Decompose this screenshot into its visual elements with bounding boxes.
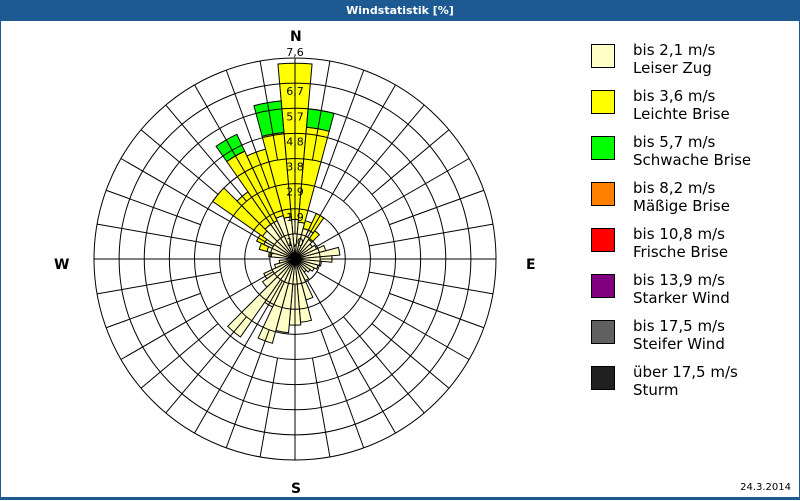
ring-labels: 1,0 1,9 2,9 3,8 4,8 5,7 6,7 7,6 xyxy=(286,46,304,249)
ring-label: 5,7 xyxy=(286,110,304,123)
grid-spoke xyxy=(105,292,201,329)
legend-swatch xyxy=(591,182,615,206)
grid-spoke xyxy=(225,69,270,189)
legend-range: bis 17,5 m/s xyxy=(633,317,725,335)
legend-swatch xyxy=(591,90,615,114)
grid-spoke xyxy=(225,329,270,449)
wind-sector xyxy=(273,258,296,269)
legend-label: Sturm xyxy=(633,381,679,399)
grid-spoke xyxy=(307,280,396,434)
compass-north: N xyxy=(290,29,302,45)
grid-spoke xyxy=(343,316,425,414)
ring-label: 2,9 xyxy=(286,186,304,199)
grid-spoke xyxy=(369,271,494,295)
legend-range: bis 10,8 m/s xyxy=(633,225,725,243)
legend-swatch xyxy=(591,274,615,298)
legend-label: Starker Wind xyxy=(633,289,730,307)
legend-label: Steifer Wind xyxy=(633,335,725,353)
grid-spoke xyxy=(96,223,221,247)
grid-spoke xyxy=(369,223,494,247)
grid-spoke xyxy=(140,323,219,389)
grid-spoke xyxy=(165,316,247,414)
grid-spoke xyxy=(120,271,274,360)
grid-spoke xyxy=(371,129,450,195)
grid-spoke xyxy=(140,129,219,195)
compass-east: E xyxy=(526,257,536,273)
grid-spoke xyxy=(96,271,221,295)
wind-sector xyxy=(261,258,296,288)
legend-swatch xyxy=(591,366,615,390)
grid-spoke xyxy=(316,158,470,247)
legend-swatch xyxy=(591,320,615,344)
legend-range: bis 3,6 m/s xyxy=(633,87,716,105)
legend-swatch xyxy=(591,44,615,68)
legend-label: Mäßige Brise xyxy=(633,197,730,215)
grid-spoke xyxy=(105,189,201,226)
legend-range: über 17,5 m/s xyxy=(633,363,738,381)
window-title: Windstatistik [%] xyxy=(1,1,799,21)
ring-label: 3,8 xyxy=(286,161,304,174)
ring-label: 6,7 xyxy=(286,85,304,98)
compass-west: W xyxy=(54,257,70,273)
chart-date: 24.3.2014 xyxy=(740,482,791,493)
grid-spoke xyxy=(320,329,365,449)
grid-spoke xyxy=(311,60,331,161)
grid-spoke xyxy=(389,292,485,329)
legend-range: bis 2,1 m/s xyxy=(633,41,716,59)
grid-spoke xyxy=(194,84,283,238)
wind-sector xyxy=(253,100,285,137)
compass-south: S xyxy=(291,481,302,497)
grid-spoke xyxy=(307,84,396,238)
grid-spoke xyxy=(316,271,470,360)
legend-label: Schwache Brise xyxy=(633,151,752,169)
ring-label: 7,6 xyxy=(286,46,304,59)
legend-range: bis 8,2 m/s xyxy=(633,179,716,197)
legend-swatch xyxy=(591,136,615,160)
ring-label: 4,8 xyxy=(286,135,304,148)
grid-spoke xyxy=(165,104,247,202)
wind-sector xyxy=(294,246,341,260)
legend-swatch xyxy=(591,228,615,252)
wind-sector xyxy=(278,258,296,264)
grid-spoke xyxy=(120,158,274,247)
grid-spoke xyxy=(311,357,331,458)
legend-range: bis 13,9 m/s xyxy=(633,271,725,289)
legend-label: Leichte Brise xyxy=(633,105,730,123)
grid-spoke xyxy=(371,323,450,389)
grid-spoke xyxy=(259,60,279,161)
grid-spoke xyxy=(259,357,279,458)
ring-label: 1,9 xyxy=(286,211,304,224)
wind-rose-grid xyxy=(93,57,497,461)
ring-label: 1,0 xyxy=(286,236,304,249)
grid-spoke xyxy=(343,104,425,202)
legend-range: bis 5,7 m/s xyxy=(633,133,716,151)
wind-rose-sectors xyxy=(211,62,341,344)
legend-label: Leiser Zug xyxy=(633,59,712,77)
grid-spoke xyxy=(320,69,365,189)
grid-spoke xyxy=(389,189,485,226)
grid-spoke xyxy=(194,280,283,434)
bottom-border xyxy=(1,497,799,499)
legend-label: Frische Brise xyxy=(633,243,729,261)
